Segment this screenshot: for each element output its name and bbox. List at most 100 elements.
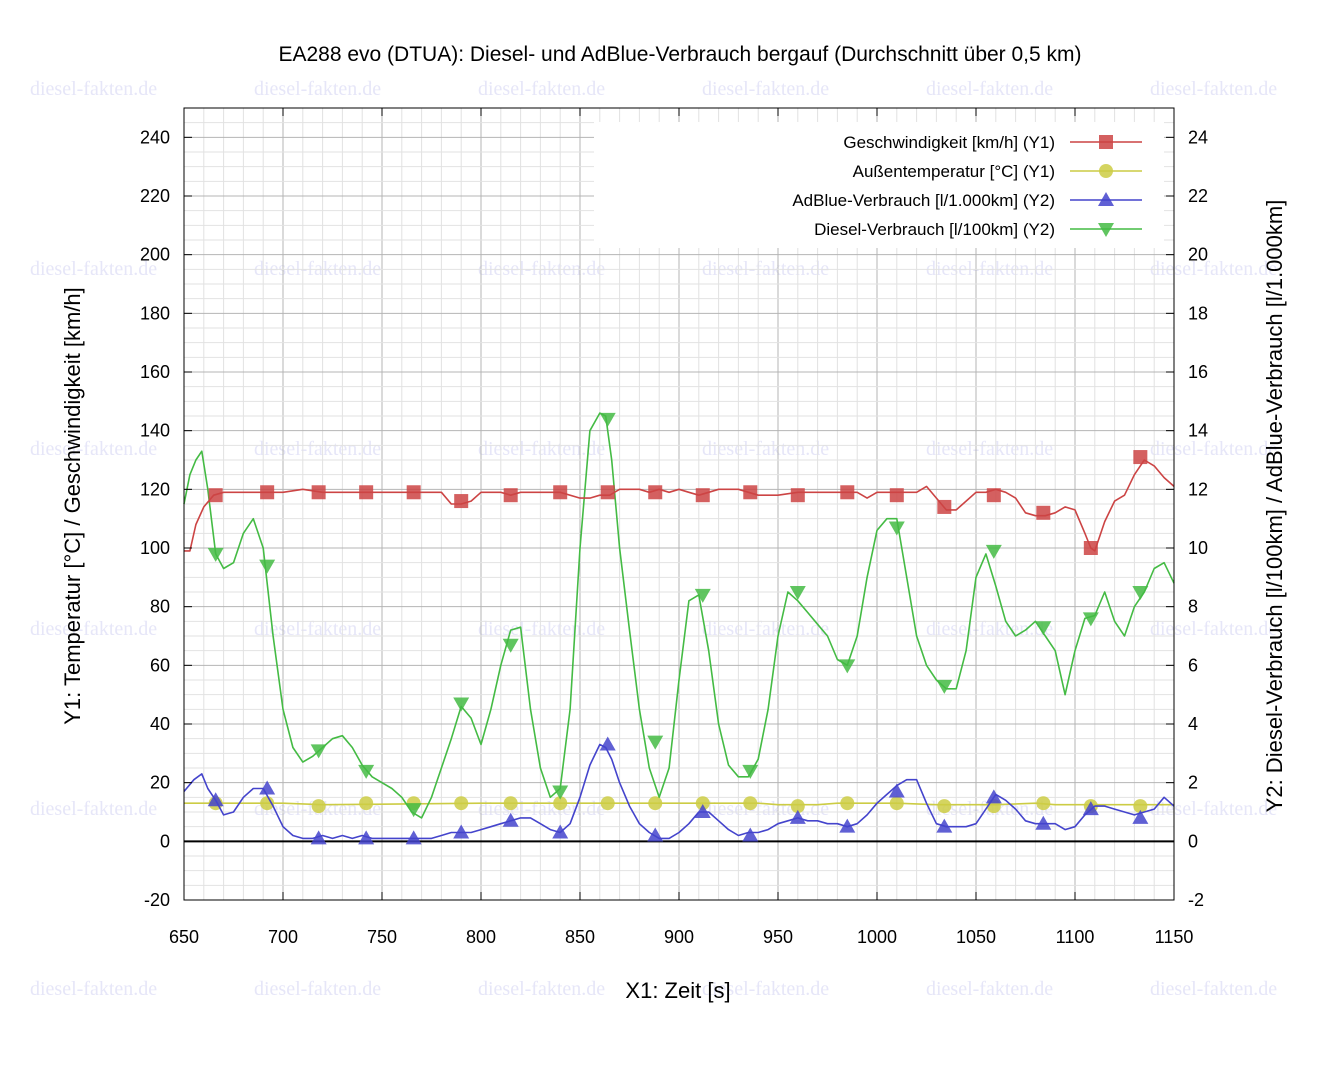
legend: Geschwindigkeit [km/h] (Y1) Außentemperat… xyxy=(594,122,1164,248)
marker-adblue xyxy=(310,830,327,845)
marker-speed xyxy=(503,488,518,503)
marker-adblue xyxy=(888,783,905,798)
y2-tick-label: 16 xyxy=(1188,362,1208,382)
marker-speed xyxy=(840,485,855,500)
y2-tick-label: 6 xyxy=(1188,655,1198,675)
marker-temperature xyxy=(1133,799,1148,814)
marker-adblue xyxy=(694,804,711,818)
watermark-text: diesel-fakten.de xyxy=(926,978,1053,1000)
marker-diesel xyxy=(789,586,806,600)
marker-speed xyxy=(454,494,469,509)
y1-tick-label: 20 xyxy=(150,773,170,793)
marker-speed xyxy=(986,488,1001,503)
watermark-text: diesel-fakten.de xyxy=(30,978,157,1000)
marker-adblue xyxy=(453,824,470,839)
x-tick-label: 900 xyxy=(664,927,694,947)
marker-temperature xyxy=(359,796,374,811)
x-tick-label: 1100 xyxy=(1056,927,1095,947)
marker-diesel xyxy=(1035,621,1052,636)
y1-tick-label: -20 xyxy=(144,890,170,910)
marker-speed xyxy=(695,488,710,503)
marker-adblue xyxy=(839,818,856,833)
x-tick-label: 650 xyxy=(169,927,199,947)
marker-adblue xyxy=(1035,815,1052,830)
marker-diesel xyxy=(358,764,375,779)
marker-adblue xyxy=(985,789,1002,804)
x-axis-label: X1: Zeit [s] xyxy=(625,978,730,1003)
watermark-text: diesel-fakten.de xyxy=(1150,258,1277,280)
series-speed xyxy=(184,450,1175,555)
marker-temperature xyxy=(1036,796,1051,811)
watermark-text: diesel-fakten.de xyxy=(702,798,829,820)
series-diesel xyxy=(183,412,1175,819)
watermark-text: diesel-fakten.de xyxy=(1150,798,1277,820)
marker-speed xyxy=(600,485,615,500)
marker-speed xyxy=(359,485,374,500)
marker-diesel xyxy=(599,412,616,427)
marker-diesel xyxy=(259,559,276,574)
watermark-text: diesel-fakten.de xyxy=(702,978,829,1000)
marker-diesel xyxy=(1082,612,1099,627)
legend-marker xyxy=(1098,223,1114,237)
marker-adblue xyxy=(502,812,519,827)
y2-tick-label: 12 xyxy=(1188,479,1208,499)
marker-diesel xyxy=(694,588,711,603)
x-tick-label: 1000 xyxy=(857,927,897,947)
marker-temperature xyxy=(503,796,518,811)
y2-tick-label: 2 xyxy=(1188,773,1198,793)
marker-adblue xyxy=(599,736,616,751)
y1-tick-label: 200 xyxy=(140,245,170,265)
marker-diesel xyxy=(839,659,856,674)
marker-speed xyxy=(406,485,421,500)
marker-speed xyxy=(260,485,275,500)
x-tick-label: 1050 xyxy=(956,927,996,947)
chart-title: EA288 evo (DTUA): Diesel- und AdBlue-Ver… xyxy=(278,43,1081,66)
y2-tick-label: 22 xyxy=(1188,186,1208,206)
marker-diesel xyxy=(888,521,905,536)
marker-temperature xyxy=(743,796,758,811)
marker-speed xyxy=(648,485,663,500)
series-temperature xyxy=(184,796,1174,814)
marker-speed xyxy=(889,488,904,503)
marker-diesel xyxy=(453,697,470,712)
y2-axis-label: Y2: Diesel-Verbrauch [l/100km] / AdBlue-… xyxy=(1262,200,1287,813)
marker-adblue xyxy=(358,830,375,845)
watermark-text: diesel-fakten.de xyxy=(30,258,157,280)
marker-adblue xyxy=(742,827,759,842)
y1-tick-label: 60 xyxy=(150,655,170,675)
y2-tick-label: 10 xyxy=(1188,538,1208,558)
x-tick-label: 850 xyxy=(565,927,595,947)
ticks: 650 700 750 800 850 900 950 1000 1050 1100 1150-20… xyxy=(140,108,1208,947)
marker-adblue xyxy=(1132,809,1149,824)
y2-tick-label: 0 xyxy=(1188,831,1198,851)
legend-entry-temperature: Außentemperatur [°C] (Y1) xyxy=(853,162,1142,181)
marker-temperature xyxy=(937,799,952,814)
y1-tick-label: 140 xyxy=(140,421,170,441)
marker-temperature xyxy=(840,796,855,811)
y1-tick-label: 120 xyxy=(140,479,170,499)
marker-speed xyxy=(937,499,952,514)
legend-entry-speed: Geschwindigkeit [km/h] (Y1) xyxy=(843,133,1142,152)
marker-speed xyxy=(1133,450,1148,465)
y1-tick-label: 180 xyxy=(140,303,170,323)
watermark-text: diesel-fakten.de xyxy=(30,78,157,100)
marker-temperature xyxy=(311,799,326,814)
y1-tick-label: 160 xyxy=(140,362,170,382)
y2-tick-label: 4 xyxy=(1188,714,1198,734)
x-tick-label: 750 xyxy=(367,927,397,947)
marker-diesel xyxy=(502,638,519,653)
watermark-text: diesel-fakten.de xyxy=(1150,978,1277,1000)
marker-adblue xyxy=(552,824,569,839)
marker-temperature xyxy=(648,796,663,811)
series-adblue xyxy=(183,736,1175,845)
watermark-text: diesel-fakten.de xyxy=(478,78,605,100)
watermark-text: diesel-fakten.de xyxy=(926,438,1053,460)
watermark-text: diesel-fakten.de xyxy=(926,618,1053,640)
legend-label: Geschwindigkeit [km/h] (Y1) xyxy=(843,133,1055,152)
watermark-text: diesel-fakten.de xyxy=(30,438,157,460)
watermark-text: diesel-fakten.de xyxy=(254,438,381,460)
marker-diesel xyxy=(985,544,1002,559)
marker-speed xyxy=(1083,541,1098,555)
marker-speed xyxy=(1036,505,1051,520)
